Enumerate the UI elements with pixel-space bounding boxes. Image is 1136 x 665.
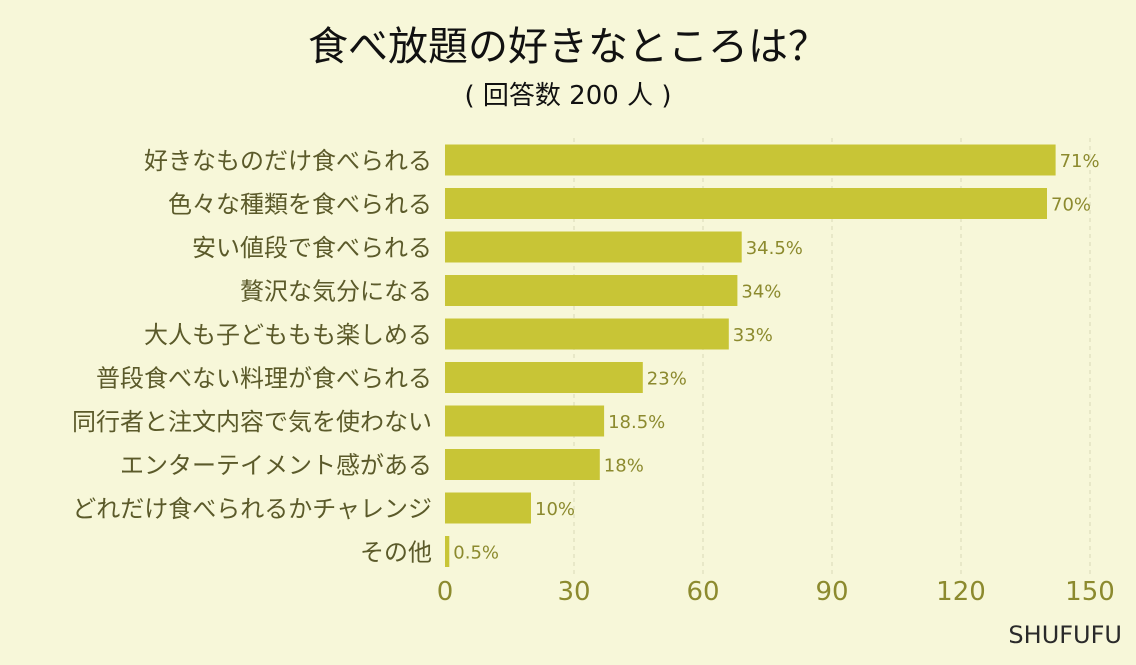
category-label: 大人も子どももも楽しめる: [144, 321, 432, 349]
bar: [445, 536, 450, 567]
x-tick-label: 30: [557, 577, 590, 607]
brand-logo-text: SHUFUFU: [1008, 621, 1122, 649]
category-labels: 好きなものだけ食べられる色々な種類を食べられる安い値段で食べられる贅沢な気分にな…: [72, 147, 432, 567]
bar: [445, 275, 738, 306]
data-label: 71%: [1060, 151, 1100, 172]
data-label: 34.5%: [746, 238, 803, 259]
data-label: 34%: [741, 282, 781, 303]
chart-subtitle: ( 回答数 200 人 ): [465, 81, 672, 111]
bar: [445, 449, 600, 480]
bar: [445, 362, 643, 393]
data-label: 18%: [604, 456, 644, 477]
category-label: その他: [360, 539, 432, 567]
x-tick-labels: 0 30 60 90 120 150: [437, 577, 1115, 607]
bar: [445, 318, 729, 350]
data-label: 33%: [733, 325, 773, 346]
x-tick-label: 0: [437, 577, 454, 607]
bar: [445, 231, 742, 263]
data-label: 0.5%: [453, 543, 499, 564]
x-tick-label: 90: [815, 577, 848, 607]
category-label: 好きなものだけ食べられる: [144, 147, 432, 175]
data-label: 18.5%: [608, 412, 665, 433]
bar: [445, 188, 1047, 219]
data-label: 70%: [1051, 195, 1091, 216]
category-label: どれだけ食べられるかチャレンジ: [72, 495, 432, 523]
category-label: 贅沢な気分になる: [240, 278, 432, 306]
x-tick-label: 150: [1065, 577, 1115, 607]
bar: [445, 492, 531, 524]
category-label: エンターテイメント感がある: [120, 452, 432, 480]
category-label: 色々な種類を食べられる: [168, 191, 432, 219]
data-label: 23%: [647, 369, 687, 390]
bar: [445, 144, 1056, 176]
bar: [445, 405, 605, 437]
category-label: 同行者と注文内容で気を使わない: [72, 408, 432, 436]
data-label: 10%: [535, 499, 575, 520]
category-label: 普段食べない料理が食べられる: [96, 365, 432, 393]
data-labels: 71% 70% 34.5% 34% 33% 23% 18.5% 18% 10% 0.5%: [453, 151, 1099, 564]
x-tick-label: 120: [936, 577, 986, 607]
bars-group: [445, 144, 1056, 567]
chart-title: 食べ放題の好きなところは？: [308, 24, 828, 70]
category-label: 安い値段で食べられる: [192, 234, 432, 262]
x-tick-label: 60: [686, 577, 719, 607]
